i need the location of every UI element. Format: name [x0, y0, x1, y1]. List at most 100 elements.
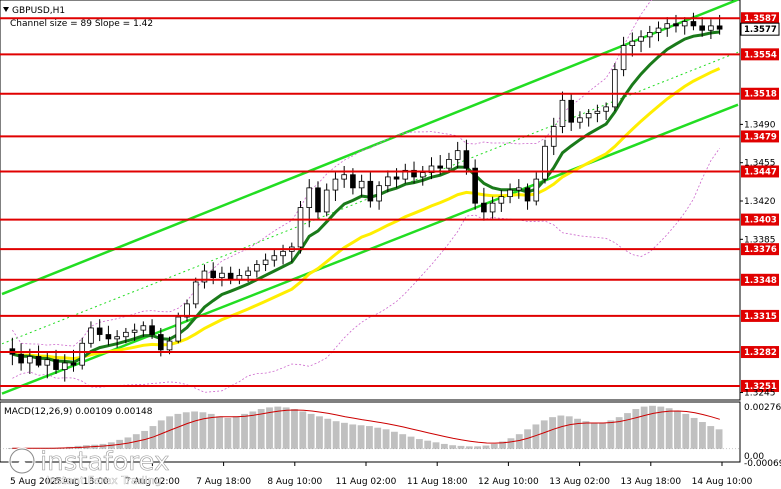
candle-body-bear [524, 187, 531, 202]
macd-hist-bar [282, 407, 290, 449]
candle [367, 172, 374, 208]
candle [446, 152, 452, 173]
candle-body-bull [620, 45, 627, 71]
level-label: 1.3282 [744, 348, 777, 358]
candle [271, 249, 278, 267]
candle [18, 343, 24, 371]
macd-hist-bar [549, 417, 556, 449]
candle-body-bull [44, 359, 51, 366]
macd-hist-bar [457, 445, 465, 449]
macd-hist-bar [640, 406, 648, 449]
candle [140, 321, 147, 337]
candle [315, 181, 321, 219]
candle-body-bull [385, 176, 391, 187]
candle-body-bull [245, 270, 251, 276]
candle [350, 168, 356, 195]
candle [376, 181, 382, 210]
candle [454, 141, 461, 169]
macd-hist-bar [632, 409, 640, 449]
macd-hist-bar [449, 445, 457, 449]
level-label: 1.3518 [744, 90, 777, 100]
candle-body-bull [507, 189, 513, 198]
macd-hist-bar [232, 416, 240, 449]
macd-hist-bar [399, 434, 407, 449]
candle [123, 327, 129, 344]
macd-hist-bar [432, 442, 440, 449]
time-tick-label: 13 Aug 18:00 [620, 477, 681, 487]
macd-hist-bar [266, 407, 273, 449]
level-label: 1.3479 [744, 132, 777, 142]
candle-body-bull [577, 117, 583, 123]
macd-hist-bar [690, 417, 698, 449]
candle-body-bear [210, 270, 216, 279]
candle-body-bull [166, 340, 173, 351]
candle [568, 93, 574, 131]
macd-layer [0, 405, 740, 450]
candle [708, 19, 714, 40]
macd-hist-bar [357, 425, 365, 449]
candle [219, 266, 225, 287]
macd-hist-bar [665, 408, 673, 449]
macd-hist-bar [532, 424, 540, 449]
candle-body-bear [367, 180, 374, 202]
symbol-label: GBPUSD,H1 [12, 6, 65, 16]
macd-hist-bar [390, 431, 398, 449]
level-label: 1.3447 [744, 167, 777, 177]
candle-body-bull [585, 113, 592, 119]
candle-body-bear [568, 99, 574, 123]
time-tick-label: 11 Aug 18:00 [407, 477, 468, 487]
macd-hist-bar [557, 415, 565, 449]
candle [88, 321, 94, 348]
candle [629, 32, 636, 57]
macd-hist-bar [440, 443, 448, 449]
candle-body-bull [306, 187, 313, 208]
time-tick-label: 7 Aug 18:00 [196, 477, 251, 487]
macd-hist-bar [324, 418, 332, 449]
macd-hist-bar [607, 420, 615, 449]
price-tick-label: 1.3420 [744, 197, 776, 207]
candle-body-bull [341, 174, 347, 180]
candle [690, 12, 697, 31]
candle-body-bear [411, 169, 417, 178]
time-tick-label: 5 Aug 2025 [10, 477, 62, 487]
candle-body-bear [481, 202, 487, 213]
macd-hist-bar [657, 406, 665, 449]
macd-hist-bar [199, 412, 207, 449]
candle-body-bear [96, 327, 103, 335]
candle-body-bear [716, 25, 723, 30]
candle [262, 253, 269, 272]
candle-body-bull [219, 272, 225, 279]
candle [323, 183, 330, 217]
macd-hist-bar [540, 420, 548, 449]
instaforex-logo: instaforex Instant Forex Trading [8, 447, 170, 487]
candle-body-bull [323, 189, 330, 213]
candle-body-bear [472, 167, 478, 204]
candle [411, 161, 417, 184]
macd-hist-bar [249, 411, 257, 449]
candle [516, 179, 522, 199]
level-label-bg [741, 87, 779, 100]
macd-hist-bar [465, 446, 473, 449]
candle-body-bull [638, 36, 644, 42]
level-label: 1.3376 [744, 245, 777, 255]
macd-hist-bar [515, 434, 523, 449]
macd-hist-bar [166, 416, 174, 449]
macd-hist-bar [291, 409, 298, 449]
collapse-triangle-icon[interactable] [3, 7, 9, 12]
candle [175, 312, 182, 344]
candle-body-bull [454, 150, 461, 160]
level-label: 1.3315 [744, 312, 777, 322]
macd-hist-bar [474, 446, 482, 449]
macd-hist-bar [157, 420, 165, 449]
candle [655, 21, 662, 42]
candle-body-bear [105, 334, 112, 340]
candle [53, 349, 59, 374]
candle-body-bear [673, 23, 679, 27]
candle [341, 165, 347, 188]
candle-body-bull [402, 169, 409, 180]
candle-body-bear [149, 325, 155, 335]
macd-hist-bar [524, 429, 532, 449]
candle-body-bull [254, 264, 260, 272]
